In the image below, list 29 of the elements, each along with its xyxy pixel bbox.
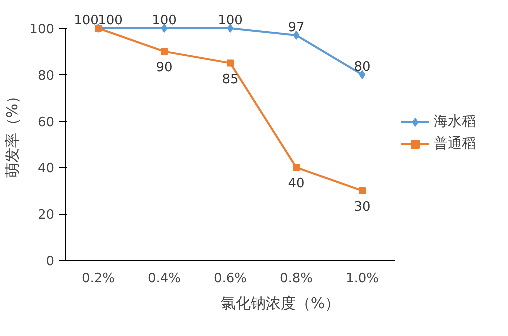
y-tick-label: 100 [30, 22, 55, 38]
y-axis-title: 萌发率（%） [4, 88, 22, 178]
y-tick-label: 20 [38, 208, 55, 224]
legend-label: 海水稻 [434, 113, 476, 131]
data-label: 85 [222, 72, 239, 88]
point [227, 60, 234, 67]
y-tick-label: 40 [38, 162, 55, 177]
data-label: 97 [288, 20, 305, 36]
y-tick-label: 80 [38, 68, 55, 84]
y-tick-label: 0 [46, 254, 55, 270]
data-label: 90 [156, 60, 173, 76]
x-axis-title: 氯化钠浓度（%） [220, 294, 340, 312]
x-tick-label: 1.0% [346, 272, 380, 286]
data-label: 100 [74, 14, 99, 28]
point [161, 48, 168, 56]
x-tick-label: 0.6% [214, 272, 248, 286]
point [359, 187, 366, 194]
legend-label: 普通稻 [434, 135, 476, 153]
x-tick-label: 0.2% [82, 272, 116, 286]
x-tick-label: 0.4% [148, 272, 182, 286]
data-label: 40 [288, 176, 305, 192]
y-tick-label: 60 [38, 115, 55, 130]
point [293, 164, 300, 172]
data-label: 30 [354, 200, 371, 215]
data-label: 100 [98, 14, 123, 28]
data-label: 100 [152, 14, 177, 28]
data-label: 100 [218, 14, 243, 28]
x-tick-label: 0.8% [280, 272, 314, 286]
data-label: 80 [354, 60, 371, 75]
